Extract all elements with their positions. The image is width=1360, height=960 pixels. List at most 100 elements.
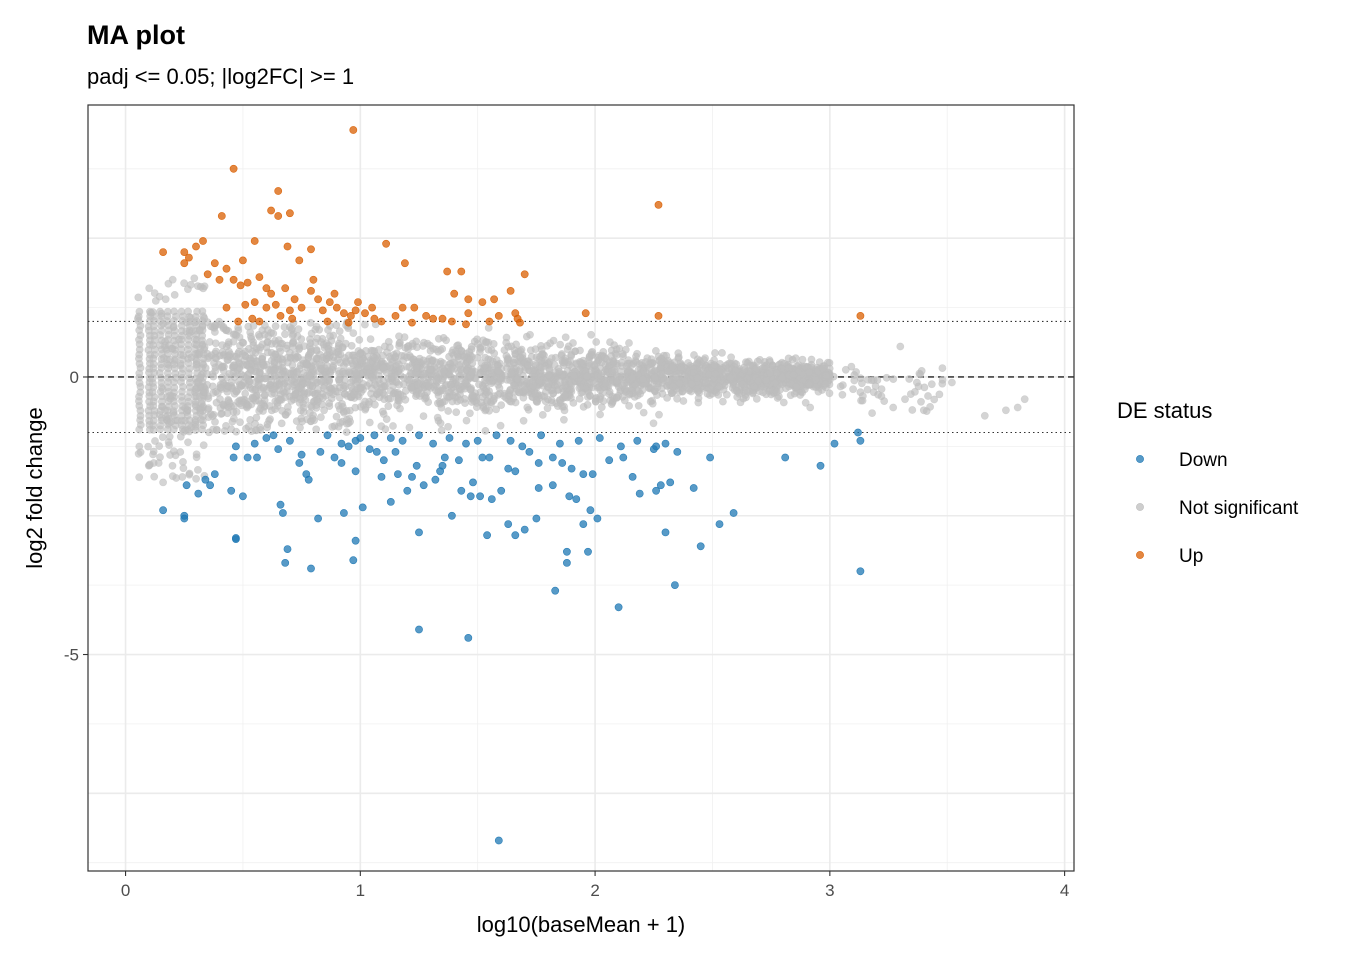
- point-not-significant: [711, 369, 720, 378]
- point-not-significant: [242, 424, 250, 433]
- point-not-significant: [192, 341, 201, 349]
- point-not-significant: [424, 381, 433, 390]
- point-not-significant: [335, 393, 344, 402]
- point-not-significant: [610, 341, 619, 349]
- point-not-significant: [544, 371, 553, 380]
- point-not-significant: [296, 395, 305, 404]
- point-down: [534, 459, 543, 467]
- point-not-significant: [325, 399, 334, 407]
- point-up: [400, 259, 409, 268]
- point-not-significant: [318, 393, 327, 402]
- point-not-significant: [818, 364, 827, 373]
- point-not-significant: [701, 354, 709, 362]
- point-not-significant: [148, 308, 157, 316]
- point-down: [593, 514, 602, 523]
- point-not-significant: [596, 410, 604, 419]
- point-not-significant: [407, 383, 416, 392]
- point-not-significant: [312, 354, 321, 363]
- point-not-significant: [185, 427, 194, 436]
- point-not-significant: [454, 368, 463, 377]
- point-down: [337, 439, 346, 448]
- point-down: [297, 450, 306, 459]
- point-not-significant: [413, 380, 422, 389]
- point-not-significant: [378, 407, 387, 416]
- point-not-significant: [620, 396, 629, 405]
- point-up: [490, 295, 498, 304]
- point-not-significant: [176, 361, 185, 370]
- point-down: [525, 447, 534, 456]
- x-tick-label: 4: [1060, 881, 1069, 900]
- point-down: [243, 453, 252, 462]
- point-down: [619, 453, 628, 462]
- point-up: [255, 273, 264, 281]
- point-not-significant: [742, 386, 750, 395]
- point-up: [248, 314, 257, 323]
- point-not-significant: [532, 396, 541, 405]
- point-not-significant: [332, 412, 341, 421]
- point-not-significant: [426, 346, 435, 355]
- point-not-significant: [481, 361, 489, 370]
- point-not-significant: [618, 373, 626, 382]
- point-not-significant: [647, 366, 656, 375]
- point-down: [337, 459, 346, 467]
- point-not-significant: [710, 361, 719, 369]
- point-not-significant: [367, 373, 376, 381]
- point-down: [563, 559, 571, 567]
- point-not-significant: [569, 339, 577, 347]
- point-not-significant: [801, 398, 810, 407]
- point-not-significant: [402, 362, 411, 371]
- point-not-significant: [316, 413, 325, 422]
- point-not-significant: [523, 403, 532, 412]
- point-not-significant: [305, 342, 314, 351]
- point-up: [276, 311, 285, 320]
- legend-key-up: [1136, 551, 1144, 559]
- point-down: [206, 481, 214, 490]
- point-not-significant: [359, 379, 367, 388]
- point-not-significant: [721, 361, 730, 370]
- x-tick-label: 2: [590, 881, 599, 900]
- point-up: [368, 303, 376, 312]
- point-not-significant: [750, 382, 759, 391]
- point-down: [231, 442, 240, 451]
- point-not-significant: [279, 387, 288, 396]
- point-not-significant: [199, 360, 208, 369]
- point-not-significant: [134, 449, 143, 458]
- point-down: [492, 431, 501, 440]
- point-down: [548, 453, 557, 462]
- point-not-significant: [405, 423, 414, 432]
- point-not-significant: [556, 399, 565, 407]
- point-down: [419, 481, 428, 490]
- point-down: [269, 431, 278, 440]
- point-up: [332, 303, 341, 312]
- point-up: [241, 300, 250, 309]
- point-not-significant: [779, 398, 788, 407]
- point-not-significant: [169, 323, 178, 332]
- point-not-significant: [232, 387, 240, 396]
- plot-panel-border: [87, 104, 1075, 872]
- point-down: [466, 492, 475, 501]
- point-up: [290, 295, 299, 304]
- point-not-significant: [191, 418, 200, 427]
- point-down: [285, 436, 294, 445]
- point-not-significant: [283, 358, 292, 367]
- point-not-significant: [494, 367, 503, 375]
- point-up: [349, 126, 358, 134]
- point-not-significant: [342, 415, 351, 424]
- point-down: [469, 478, 477, 487]
- point-not-significant: [187, 353, 196, 362]
- point-up: [354, 298, 362, 306]
- point-up: [370, 314, 379, 323]
- point-down: [729, 509, 738, 517]
- point-not-significant: [631, 380, 640, 389]
- point-not-significant: [506, 386, 514, 395]
- point-not-significant: [190, 274, 199, 283]
- point-down: [816, 461, 825, 470]
- point-down: [323, 431, 332, 440]
- point-not-significant: [149, 450, 157, 459]
- point-not-significant: [829, 372, 838, 381]
- point-up: [438, 314, 447, 323]
- point-not-significant: [601, 379, 610, 388]
- point-not-significant: [514, 388, 523, 396]
- point-down: [391, 447, 400, 456]
- point-not-significant: [635, 387, 643, 396]
